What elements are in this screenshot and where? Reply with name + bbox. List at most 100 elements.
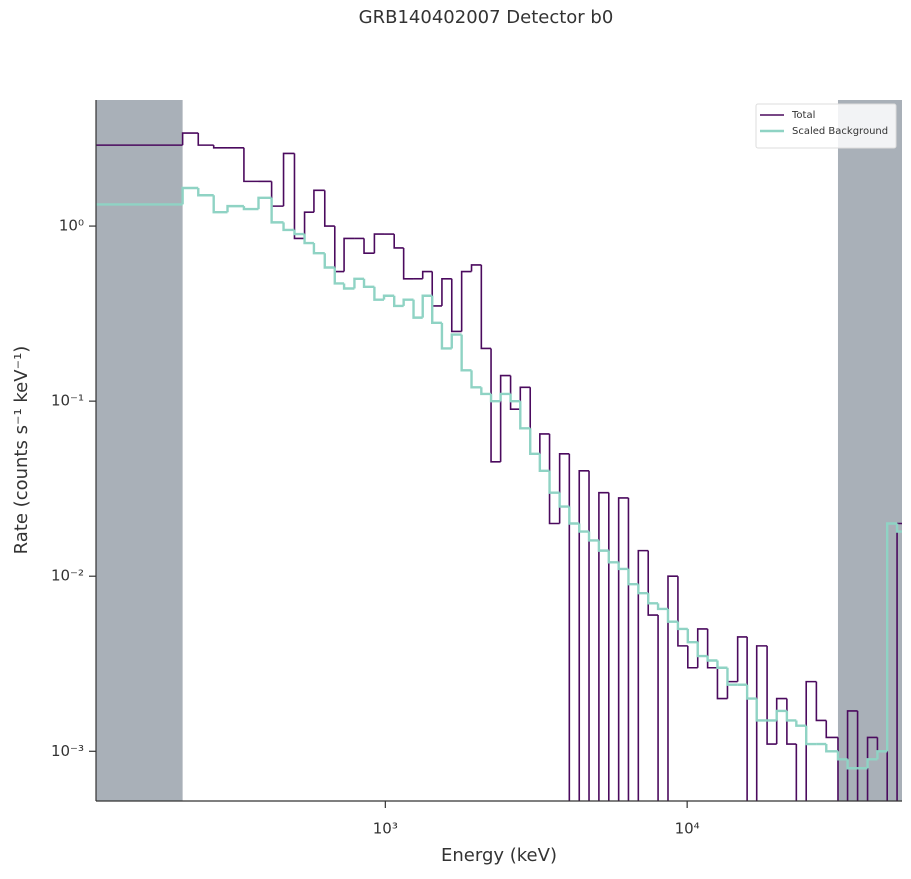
step-bin: [755, 698, 768, 722]
step-bin: [373, 233, 385, 254]
step-bin: [393, 295, 404, 308]
step-bin: [323, 190, 335, 227]
lines: [96, 132, 902, 801]
step-bin: [568, 453, 571, 801]
step-bin: [270, 181, 284, 207]
step-bin: [617, 562, 629, 571]
step-bin: [775, 709, 787, 721]
step-bin: [539, 433, 550, 454]
step-bin: [470, 264, 482, 272]
legend-label: Total: [791, 110, 815, 121]
step-bin: [745, 684, 757, 700]
step-bin: [519, 401, 531, 430]
step-bin: [886, 751, 888, 801]
step-bin: [529, 428, 540, 456]
step-bin: [896, 522, 902, 801]
step-bin: [431, 271, 442, 307]
step-bin: [587, 531, 599, 542]
step-bin: [293, 229, 305, 236]
legend-box: [755, 103, 897, 149]
step-bin: [548, 433, 560, 525]
step-bin: [197, 133, 214, 146]
step-bin: [402, 247, 414, 280]
x-tick-label: 10⁴: [675, 820, 700, 838]
step-bin: [323, 253, 335, 269]
step-bin: [270, 197, 284, 224]
step-bin: [647, 593, 659, 605]
step-bin: [373, 286, 385, 301]
step-bin: [558, 492, 570, 508]
step-bin: [766, 645, 777, 745]
step-bin: [578, 523, 590, 533]
step-bin: [876, 750, 888, 760]
step-bin: [696, 642, 708, 658]
step-bin: [836, 751, 848, 761]
step-bin: [402, 298, 414, 306]
step-bin: [805, 680, 817, 801]
step-bin: [303, 234, 314, 245]
step-bin: [607, 492, 610, 801]
step-bin: [568, 506, 580, 525]
step-bin: [421, 270, 433, 279]
step-bin: [529, 387, 540, 455]
regions: [96, 100, 902, 801]
step-bin: [342, 283, 355, 290]
step-bin: [362, 278, 375, 288]
step-bin: [627, 497, 630, 801]
step-bin: [460, 334, 472, 372]
y-tick-label: 10⁻²: [51, 567, 84, 585]
step-bin: [421, 294, 433, 318]
legend-label: Scaled Background: [792, 126, 888, 137]
step-bin: [716, 660, 728, 669]
step-bin: [706, 628, 718, 669]
step-bin: [637, 549, 649, 801]
step-bin: [181, 186, 199, 205]
step-bin: [440, 322, 452, 350]
step-bin: [353, 277, 365, 289]
step-bin: [257, 196, 272, 210]
step-bin: [846, 759, 858, 770]
step-bin: [637, 584, 649, 595]
step-bin: [450, 278, 462, 333]
step-bin: [519, 386, 531, 410]
step-bin: [866, 736, 878, 801]
step-bin: [470, 370, 482, 389]
step-bin: [293, 153, 305, 240]
step-bin: [548, 470, 560, 494]
step-bin: [333, 226, 345, 273]
step-bin: [856, 710, 859, 801]
step-bin: [538, 453, 550, 473]
step-bin: [805, 725, 817, 746]
step-bin: [363, 238, 375, 254]
step-bin: [212, 195, 228, 214]
step-bin: [607, 550, 619, 564]
y-tick-label: 10⁻¹: [51, 392, 84, 410]
step-bin: [775, 697, 787, 745]
step-bin: [489, 393, 501, 403]
chart-title: GRB140402007 Detector b0: [359, 7, 614, 28]
step-bin: [333, 267, 345, 285]
step-bin: [647, 550, 659, 616]
step-bin: [312, 243, 325, 255]
step-bin: [825, 720, 838, 739]
step-bin: [598, 491, 609, 801]
step-bin: [197, 188, 214, 197]
step-bin: [441, 277, 452, 306]
excluded-region: [837, 100, 902, 801]
step-bin: [282, 152, 295, 207]
step-bin: [480, 264, 492, 350]
step-bin: [450, 333, 462, 349]
step-bin: [686, 628, 698, 644]
step-bin: [677, 576, 688, 647]
step-bin: [667, 575, 678, 801]
step-bin: [746, 636, 748, 801]
x-axis-label: Energy (keV): [441, 845, 557, 866]
step-bin: [676, 621, 688, 631]
step-bin: [242, 206, 259, 211]
axes: 10³ 10⁴ 10⁰ 10⁻¹ 10⁻² 10⁻³ Total Scaled Backgro…: [51, 100, 902, 838]
step-bin: [282, 222, 295, 232]
step-bin: [509, 375, 521, 410]
y-tick-label: 10⁻³: [51, 742, 84, 760]
